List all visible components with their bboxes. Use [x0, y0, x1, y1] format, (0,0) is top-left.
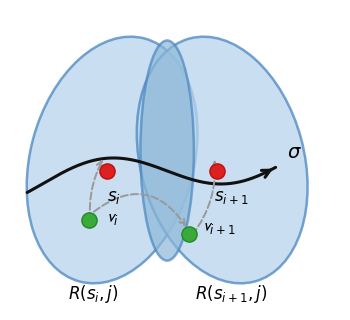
Text: $R(s_{i+1}, j)$: $R(s_{i+1}, j)$	[195, 283, 268, 305]
Ellipse shape	[137, 37, 308, 283]
Text: $s_i$: $s_i$	[107, 188, 121, 206]
Point	[86, 217, 91, 222]
Text: $\mathcal{v}_{i+1}$: $\mathcal{v}_{i+1}$	[202, 218, 236, 236]
Ellipse shape	[27, 37, 197, 283]
Text: $\sigma$: $\sigma$	[287, 143, 301, 162]
Text: $s_{i+1}$: $s_{i+1}$	[214, 188, 249, 206]
Point	[105, 168, 110, 173]
Text: $R(s_i, j)$: $R(s_i, j)$	[68, 283, 119, 305]
Text: $\mathcal{v}_i$: $\mathcal{v}_i$	[106, 209, 119, 227]
Point	[215, 168, 220, 173]
Ellipse shape	[140, 41, 194, 260]
Point	[186, 231, 192, 236]
